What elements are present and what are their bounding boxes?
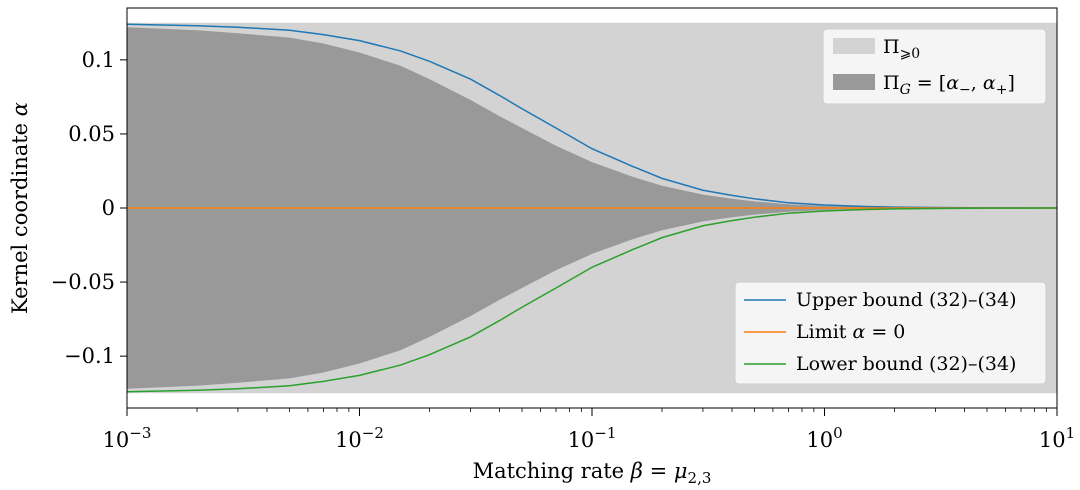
y-tick-label: 0.05 bbox=[68, 122, 115, 146]
y-tick-label: −0.05 bbox=[51, 270, 115, 294]
y-tick-label: −0.1 bbox=[64, 344, 115, 368]
legend-swatch-pi-nonnegative bbox=[833, 38, 875, 54]
series-upper-bound bbox=[127, 23, 1057, 209]
legend-lines: Upper bound (32)–(34) Limit α = 0 Lower bo… bbox=[734, 281, 1047, 385]
x-tick-label: 101 bbox=[1039, 424, 1075, 452]
series-lower-bound bbox=[127, 207, 1057, 393]
y-tick-label: 0.1 bbox=[82, 48, 115, 72]
legend-box bbox=[822, 28, 1047, 105]
legend-swatch-pi-g bbox=[833, 74, 875, 90]
x-axis: 10−3 10−2 10−1 100 101 bbox=[103, 408, 1075, 452]
legend-regions: Π⩾0ΠG = [α−, α+] bbox=[822, 28, 1047, 105]
x-tick-label: 100 bbox=[806, 424, 842, 452]
y-tick-label: 0 bbox=[102, 196, 115, 220]
legend-box bbox=[734, 281, 1047, 385]
series-lines bbox=[127, 23, 1057, 393]
legend-lower-bound-label: Lower bound (32)–(34) bbox=[796, 353, 1016, 375]
legend-upper-bound-label: Upper bound (32)–(34) bbox=[796, 289, 1017, 311]
x-tick-label: 10−3 bbox=[103, 424, 152, 452]
y-axis: 0.1 0.05 0 −0.05 −0.1 bbox=[51, 48, 127, 368]
legend-limit-zero-label: Limit α = 0 bbox=[796, 321, 905, 343]
x-tick-label: 10−1 bbox=[568, 424, 617, 452]
y-axis-label: Kernel coordinate α bbox=[8, 102, 32, 314]
x-tick-label: 10−2 bbox=[335, 424, 384, 452]
x-axis-label: Matching rate β = μ2,3 bbox=[473, 459, 712, 487]
